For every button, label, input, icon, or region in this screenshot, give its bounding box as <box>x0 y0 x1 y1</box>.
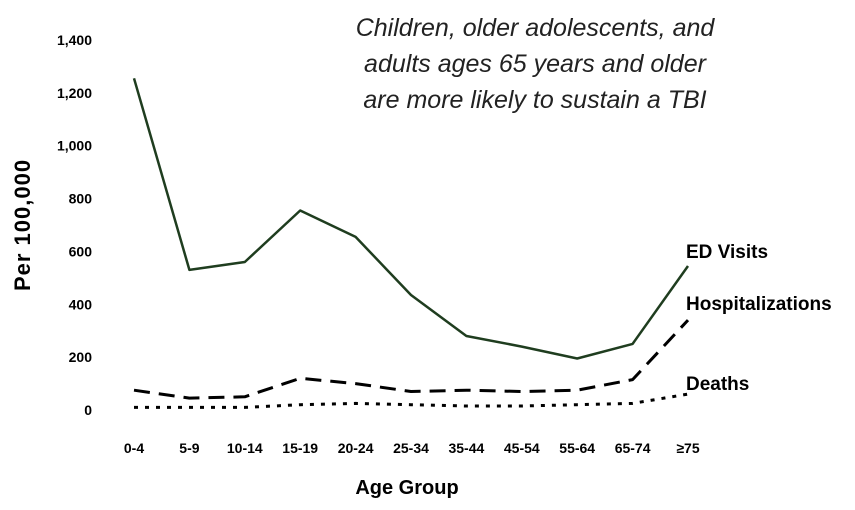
x-tick-label: 0-4 <box>124 440 144 456</box>
y-tick-label: 1,400 <box>57 32 92 48</box>
series-line-deaths <box>134 392 689 409</box>
series-label: Hospitalizations <box>686 294 832 315</box>
x-tick-label: 55-64 <box>559 440 595 456</box>
y-axis-label: Per 100,000 <box>10 159 35 291</box>
x-axis-label: Age Group <box>355 477 458 499</box>
x-tick-label: ≥75 <box>676 440 699 456</box>
annotation-line: are more likely to sustain a TBI <box>363 86 707 114</box>
y-tick-label: 400 <box>69 296 93 312</box>
y-tick-label: 800 <box>69 191 93 207</box>
y-tick-label: 1,200 <box>57 85 92 101</box>
y-tick-label: 600 <box>69 243 93 259</box>
x-tick-label: 15-19 <box>282 440 318 456</box>
series-label: ED Visits <box>686 242 768 263</box>
y-tick-label: 200 <box>69 349 93 365</box>
x-axis: 0-4 5-9 10-14 15-19 20-24 25-34 35-44 45-54 55-6… <box>124 440 700 456</box>
y-tick-label: 1,000 <box>57 138 92 154</box>
series-line-ed-visits <box>132 77 690 360</box>
x-tick-label: 5-9 <box>179 440 199 456</box>
y-axis: 0 200 400 600 800 1,000 1,200 1,400 <box>57 32 92 418</box>
x-tick-label: 45-54 <box>504 440 540 456</box>
annotation-line: Children, older adolescents, and <box>355 14 715 42</box>
x-tick-label: 25-34 <box>393 440 429 456</box>
series-labels: ED Visits Hospitalizations Deaths <box>686 242 832 395</box>
x-tick-label: 35-44 <box>448 440 484 456</box>
x-tick-label: 10-14 <box>227 440 263 456</box>
x-tick-label: 65-74 <box>615 440 651 456</box>
x-tick-label: 20-24 <box>338 440 374 456</box>
annotation-line: adults ages 65 years and older <box>364 50 706 78</box>
chart-annotation: Children, older adolescents, and adults … <box>300 10 770 118</box>
series-line-hospitalizations <box>133 319 690 400</box>
y-tick-label: 0 <box>84 402 92 418</box>
series-label: Deaths <box>686 374 749 395</box>
series-lines <box>132 77 690 409</box>
